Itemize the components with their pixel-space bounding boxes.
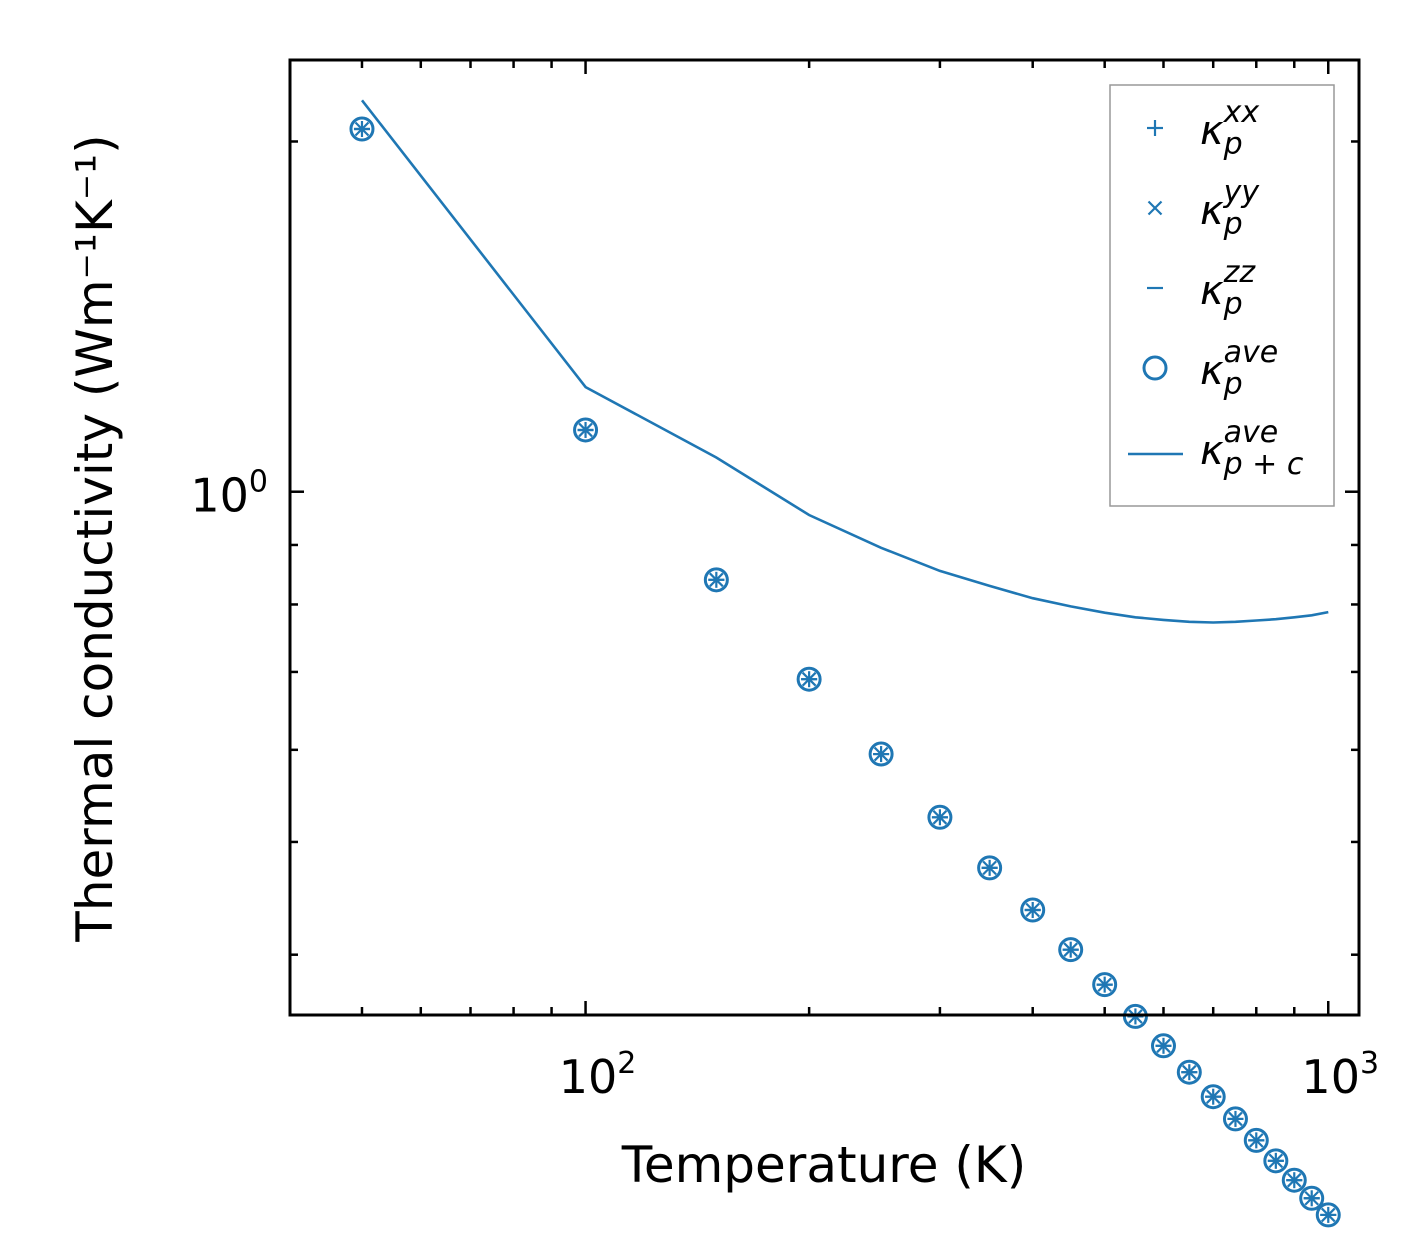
series-circle (349, 116, 1341, 1228)
data-point-circle (1243, 1127, 1269, 1153)
legend-box (1109, 84, 1335, 507)
x-tick-label: 103 (1301, 1046, 1379, 1104)
legend-label: κpzz (1200, 255, 1256, 322)
y-tick-label: 100 (190, 465, 268, 523)
data-point-circle (573, 417, 599, 443)
legend-label: κpave (1200, 335, 1278, 402)
data-point-circle (1092, 972, 1118, 998)
series-line (360, 99, 1329, 624)
data-point-circle (796, 666, 822, 692)
legend-swatch-circle (1142, 355, 1168, 381)
legend-label: κp + cave (1200, 415, 1304, 482)
legend-entry-hline: κpzz (1147, 255, 1256, 322)
data-point-circle (1058, 937, 1084, 963)
data-point-circle (1263, 1148, 1289, 1174)
legend-swatch-x (1147, 200, 1163, 216)
legend-swatch-plus (1147, 120, 1163, 136)
data-point-circle (1315, 1202, 1341, 1228)
plot-frame (288, 58, 1361, 1017)
legend-label: κpyy (1200, 175, 1260, 242)
data-point-circle (977, 855, 1003, 881)
data-point-circle (1222, 1106, 1248, 1132)
legend-label: κpxx (1200, 95, 1259, 162)
legend-entry-plus: κpxx (1147, 95, 1259, 162)
data-point-circle (349, 116, 375, 142)
data-point-circle (1020, 897, 1046, 923)
data-point-circle (1200, 1084, 1226, 1110)
legend-entry-x: κpyy (1147, 175, 1260, 242)
data-point-circle (1150, 1033, 1176, 1059)
y-axis-label: Thermal conductivity (Wm⁻¹K⁻¹) (66, 134, 124, 942)
data-point-circle (703, 567, 729, 593)
data-point-circle (868, 741, 894, 767)
legend: κpxx κpyy κpzz κpave κp + cave (1109, 84, 1335, 507)
x-tick-label: 102 (559, 1046, 637, 1104)
x-axis-label: Temperature (K) (621, 1136, 1026, 1194)
data-point-circle (1299, 1185, 1325, 1211)
plot-area (349, 99, 1341, 1228)
legend-entry-circle: κpave (1142, 335, 1278, 402)
data-point-circle (1281, 1167, 1307, 1193)
data-point-circle (927, 804, 953, 830)
series-line (360, 99, 1329, 624)
legend-entry-line: κp + cave (1128, 415, 1304, 482)
data-point-circle (1176, 1059, 1202, 1085)
